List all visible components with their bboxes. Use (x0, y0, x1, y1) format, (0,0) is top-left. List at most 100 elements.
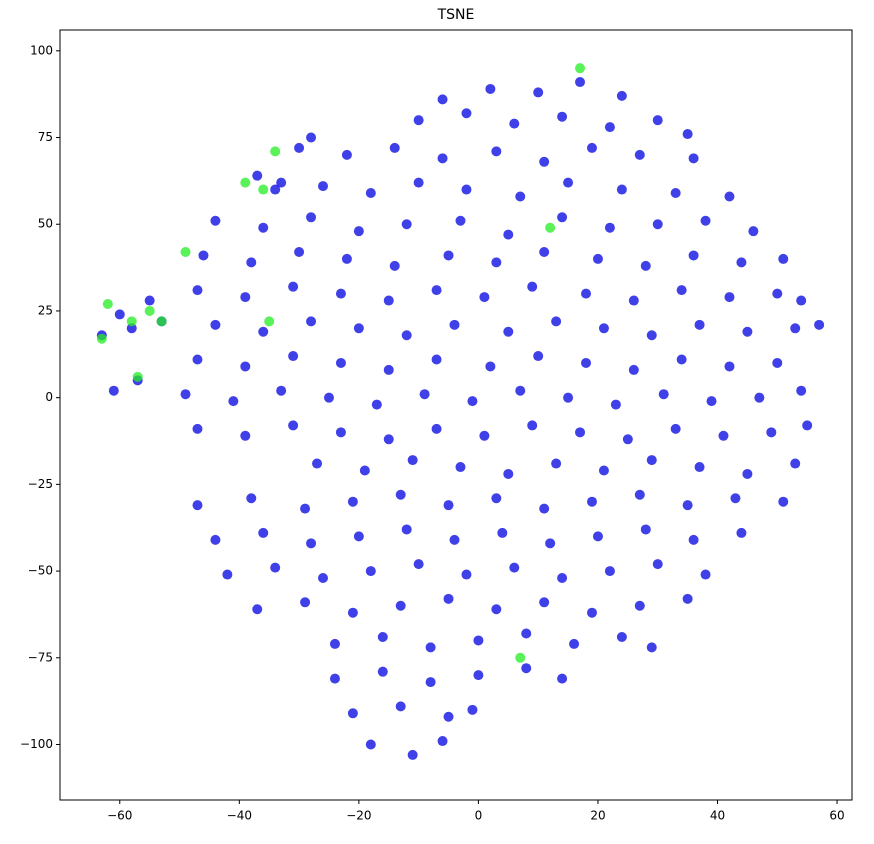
point (557, 673, 568, 684)
point (688, 153, 699, 164)
point (473, 670, 484, 681)
point (778, 496, 789, 507)
x-tick-label: 40 (710, 809, 725, 823)
point (515, 191, 526, 202)
point (790, 458, 801, 469)
point (108, 385, 119, 396)
point (192, 285, 203, 296)
point (521, 628, 532, 639)
point (329, 638, 340, 649)
point (335, 288, 346, 299)
point (622, 434, 633, 445)
point (264, 316, 275, 327)
point (132, 371, 143, 382)
point (449, 319, 460, 330)
point (736, 257, 747, 268)
point (586, 607, 597, 618)
point (652, 219, 663, 230)
point (126, 316, 137, 327)
point (557, 111, 568, 122)
y-tick-label: 75 (38, 130, 53, 144)
point (634, 600, 645, 611)
point (772, 288, 783, 299)
point (192, 354, 203, 365)
point (180, 246, 191, 257)
y-tick-label: 100 (30, 43, 53, 57)
point (682, 500, 693, 511)
point (563, 177, 574, 188)
point (114, 309, 125, 320)
point (413, 559, 424, 570)
point (491, 146, 502, 157)
point (646, 455, 657, 466)
point (694, 319, 705, 330)
point (604, 566, 615, 577)
point (96, 333, 107, 344)
y-tick-label: 0 (45, 390, 53, 404)
point (210, 319, 221, 330)
point (270, 146, 281, 157)
point (288, 351, 299, 362)
point (461, 108, 472, 119)
point (359, 465, 370, 476)
point (407, 455, 418, 466)
point (527, 281, 538, 292)
point (395, 600, 406, 611)
point (419, 389, 430, 400)
point (401, 330, 412, 341)
point (479, 292, 490, 303)
point (569, 638, 580, 649)
point (676, 285, 687, 296)
point (246, 493, 257, 504)
point (312, 458, 323, 469)
point (240, 361, 251, 372)
point (144, 295, 155, 306)
point (210, 534, 221, 545)
point (335, 357, 346, 368)
point (670, 188, 681, 199)
plot-frame (59, 29, 853, 801)
point (258, 527, 269, 538)
point (323, 392, 334, 403)
point (389, 142, 400, 153)
point (192, 500, 203, 511)
point (796, 385, 807, 396)
point (575, 427, 586, 438)
point (246, 257, 257, 268)
point (503, 229, 514, 240)
point (306, 316, 317, 327)
point (581, 357, 592, 368)
y-tick-label: −75 (28, 650, 53, 664)
point (802, 420, 813, 431)
point (754, 392, 765, 403)
point (276, 177, 287, 188)
point (766, 427, 777, 438)
point (377, 631, 388, 642)
point (700, 569, 711, 580)
point (335, 427, 346, 438)
point (640, 260, 651, 271)
point (539, 156, 550, 167)
point (276, 385, 287, 396)
point (449, 534, 460, 545)
point (365, 188, 376, 199)
point (557, 212, 568, 223)
chart-title: TSNE (437, 7, 475, 23)
x-tick-label: 0 (475, 809, 483, 823)
point (288, 281, 299, 292)
point (575, 77, 586, 88)
point (144, 305, 155, 316)
point (318, 181, 329, 192)
point (401, 524, 412, 535)
point (491, 604, 502, 615)
point (443, 250, 454, 261)
point (509, 562, 520, 573)
point (640, 524, 651, 535)
x-tick-label: −60 (107, 809, 132, 823)
point (413, 177, 424, 188)
point (126, 323, 137, 334)
point (401, 219, 412, 230)
point (628, 364, 639, 375)
point (634, 149, 645, 160)
point (724, 191, 735, 202)
